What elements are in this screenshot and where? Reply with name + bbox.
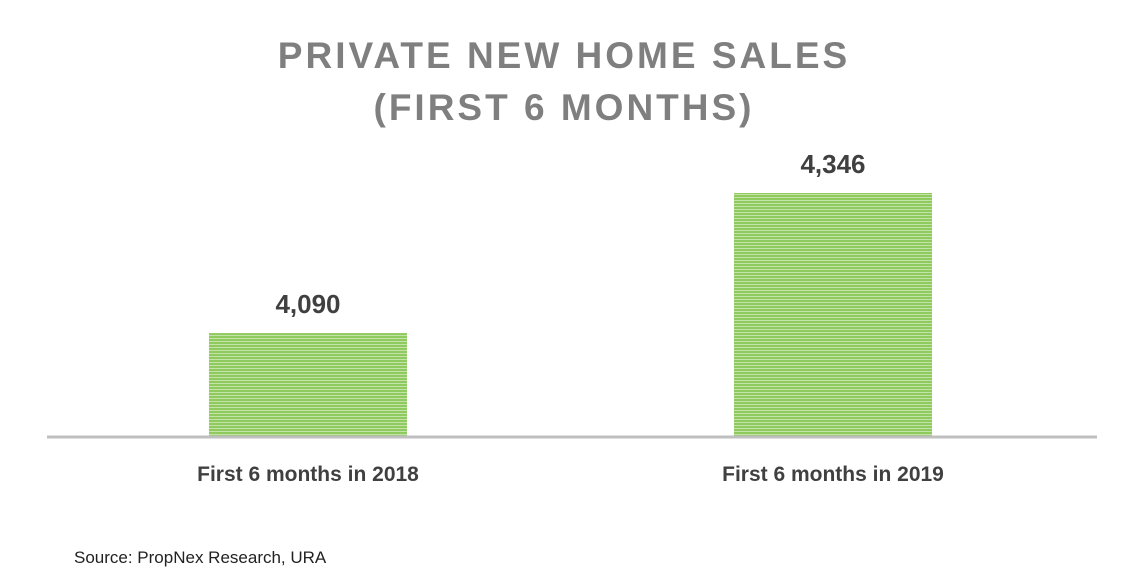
chart-title-line-2: (FIRST 6 MONTHS) — [373, 87, 755, 128]
chart-title-line-1: PRIVATE NEW HOME SALES — [277, 35, 851, 76]
bar-2 — [734, 193, 932, 437]
data-label-1: 4,090 — [275, 289, 340, 319]
category-label-1: First 6 months in 2018 — [197, 463, 419, 486]
source-note: Source: PropNex Research, URA — [74, 548, 327, 567]
data-label-2: 4,346 — [800, 149, 865, 179]
category-label-2: First 6 months in 2019 — [722, 463, 944, 486]
bar-1 — [209, 333, 407, 437]
plot-area: 4,090 First 6 months in 2018 4,346 First 6 … — [47, 149, 1097, 486]
